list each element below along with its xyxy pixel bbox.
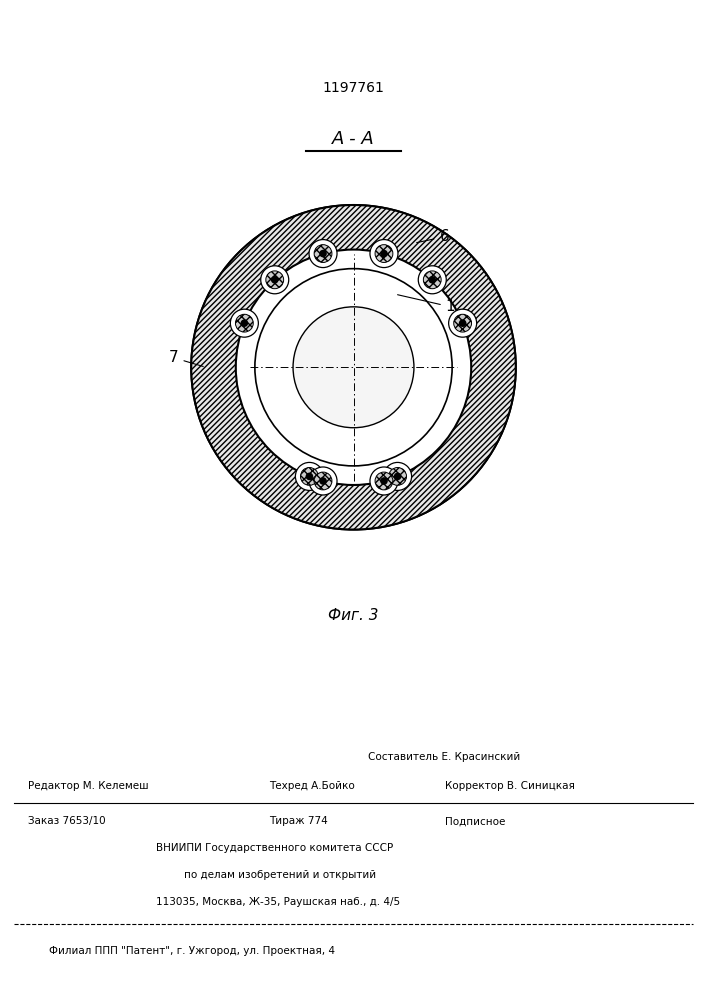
Circle shape bbox=[266, 271, 284, 289]
Text: 1197761: 1197761 bbox=[322, 81, 385, 95]
Circle shape bbox=[192, 205, 516, 530]
Circle shape bbox=[454, 314, 472, 332]
Circle shape bbox=[370, 240, 398, 268]
Circle shape bbox=[320, 250, 327, 257]
Circle shape bbox=[236, 250, 472, 485]
Text: Тираж 774: Тираж 774 bbox=[269, 816, 327, 826]
Text: 6: 6 bbox=[416, 229, 449, 244]
Circle shape bbox=[293, 307, 414, 428]
Text: 113035, Москва, Ж-35, Раушская наб., д. 4/5: 113035, Москва, Ж-35, Раушская наб., д. … bbox=[156, 897, 399, 907]
Text: 7: 7 bbox=[169, 350, 203, 366]
Circle shape bbox=[261, 266, 288, 294]
Circle shape bbox=[459, 319, 467, 327]
Circle shape bbox=[296, 462, 323, 490]
Text: Редактор М. Келемеш: Редактор М. Келемеш bbox=[28, 781, 149, 791]
Circle shape bbox=[375, 472, 393, 490]
Circle shape bbox=[428, 276, 436, 284]
Text: по делам изобретений и открытий: по делам изобретений и открытий bbox=[184, 870, 376, 880]
Text: Корректор В. Синицкая: Корректор В. Синицкая bbox=[445, 781, 575, 791]
Circle shape bbox=[394, 473, 402, 480]
Text: A - A: A - A bbox=[332, 130, 375, 148]
Circle shape bbox=[423, 271, 441, 289]
Circle shape bbox=[300, 468, 318, 485]
Text: Подписное: Подписное bbox=[445, 816, 506, 826]
Circle shape bbox=[375, 245, 393, 262]
Circle shape bbox=[419, 266, 446, 294]
Circle shape bbox=[380, 250, 387, 257]
Text: Фиг. 3: Фиг. 3 bbox=[328, 608, 379, 623]
Circle shape bbox=[305, 473, 313, 480]
Circle shape bbox=[255, 269, 452, 466]
Circle shape bbox=[192, 205, 516, 530]
Circle shape bbox=[389, 468, 407, 485]
Circle shape bbox=[309, 467, 337, 495]
Circle shape bbox=[320, 477, 327, 485]
Circle shape bbox=[449, 309, 477, 337]
Text: Филиал ППП "Патент", г. Ужгород, ул. Проектная, 4: Филиал ППП "Патент", г. Ужгород, ул. Про… bbox=[49, 946, 336, 956]
Circle shape bbox=[380, 477, 387, 485]
Circle shape bbox=[314, 245, 332, 262]
Circle shape bbox=[271, 276, 279, 284]
Circle shape bbox=[309, 240, 337, 268]
Circle shape bbox=[370, 467, 398, 495]
Circle shape bbox=[235, 314, 253, 332]
Circle shape bbox=[230, 309, 258, 337]
Text: 1: 1 bbox=[397, 295, 455, 314]
Text: Техред А.Бойко: Техред А.Бойко bbox=[269, 781, 354, 791]
Text: Заказ 7653/10: Заказ 7653/10 bbox=[28, 816, 106, 826]
Text: Составитель Е. Красинский: Составитель Е. Красинский bbox=[368, 752, 520, 762]
Circle shape bbox=[240, 319, 248, 327]
Circle shape bbox=[314, 472, 332, 490]
Text: ВНИИПИ Государственного комитета СССР: ВНИИПИ Государственного комитета СССР bbox=[156, 843, 393, 853]
Circle shape bbox=[384, 462, 411, 490]
